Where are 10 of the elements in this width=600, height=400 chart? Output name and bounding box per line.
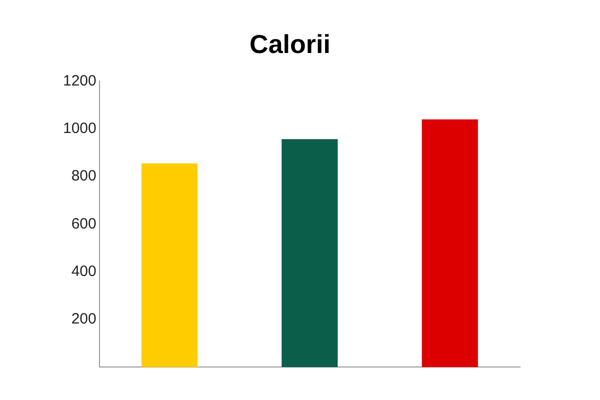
bar — [422, 119, 478, 368]
y-tick-label: 1200 — [62, 72, 96, 90]
y-tick-label: 600 — [71, 215, 96, 232]
y-tick-label: 1000 — [62, 120, 96, 138]
bar — [141, 163, 198, 368]
bar — [282, 139, 338, 368]
y-tick-label: 400 — [71, 263, 96, 280]
y-tick-label: 800 — [71, 168, 96, 185]
y-tick-label: 200 — [71, 310, 96, 328]
chart-title: Calorii — [250, 28, 330, 59]
